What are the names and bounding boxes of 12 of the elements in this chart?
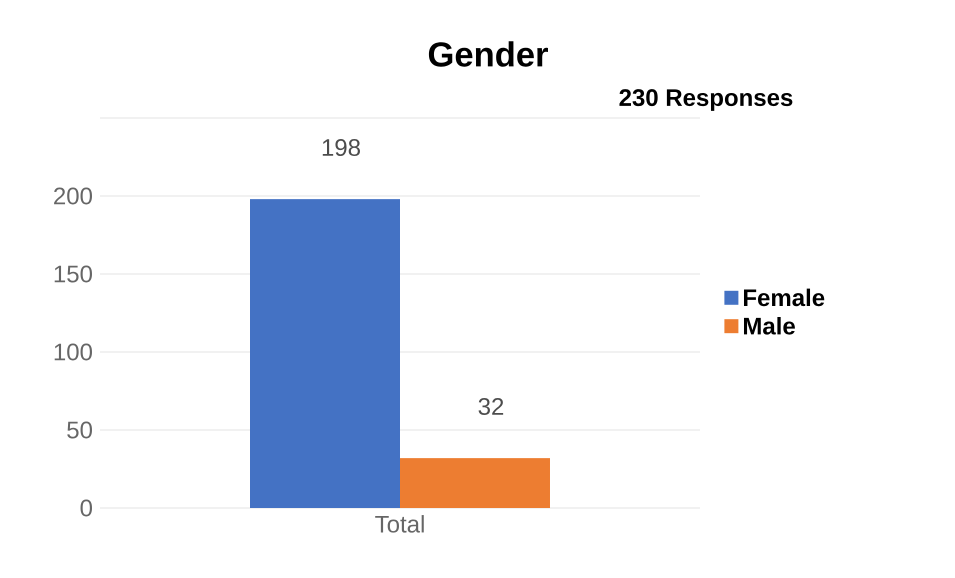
chart-title: Gender	[428, 41, 548, 67]
y-tick-label: 0	[80, 499, 92, 516]
data-label: 32	[478, 398, 504, 415]
data-label: 198	[322, 139, 360, 156]
y-tick-label: 100	[54, 344, 92, 360]
y-tick-label: 200	[54, 188, 92, 204]
y-tick-label: 50	[67, 422, 92, 438]
chart-subtitle: 230 Responses	[619, 89, 792, 111]
legend-label: Male	[744, 317, 795, 335]
legend-label: Female	[744, 288, 824, 306]
x-tick-label: Total	[375, 515, 424, 533]
y-tick-label: 150	[54, 266, 92, 282]
